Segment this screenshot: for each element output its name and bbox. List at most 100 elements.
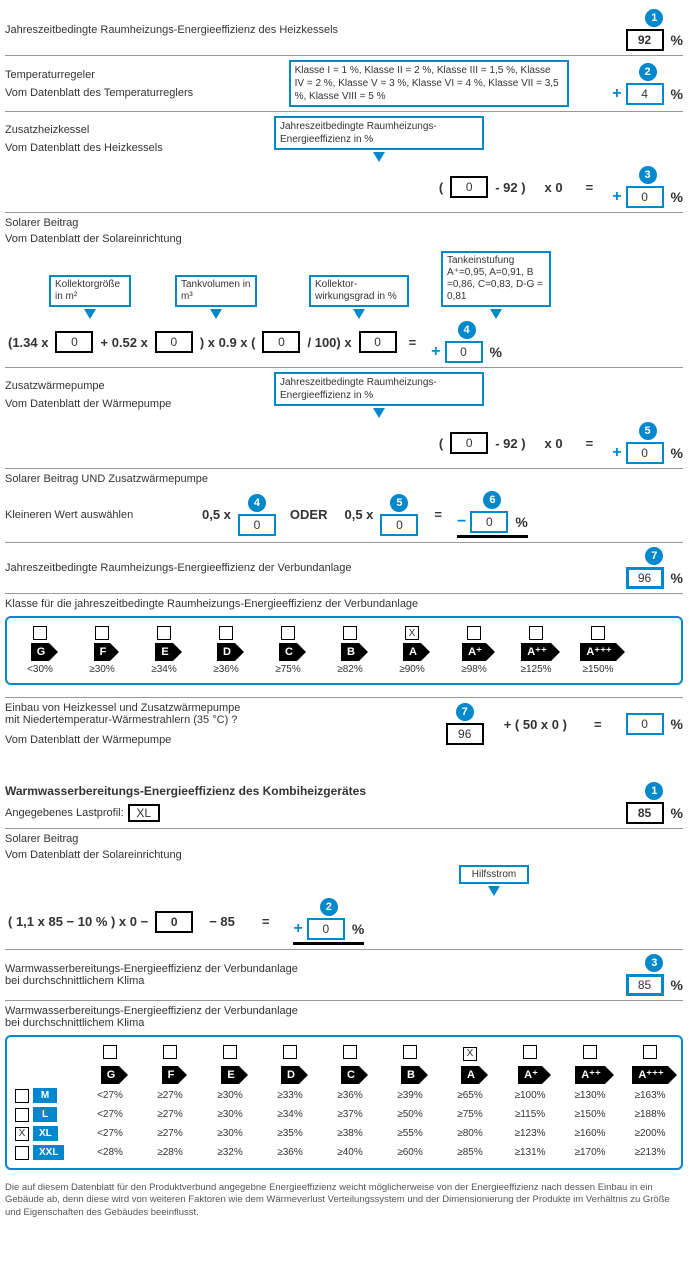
checkbox[interactable] [223, 1045, 237, 1059]
arrow-down-icon [353, 309, 365, 319]
s4-out[interactable]: 0 [445, 341, 483, 363]
checkbox[interactable] [403, 1045, 417, 1059]
checkbox[interactable] [583, 1045, 597, 1059]
badge-ww-2: 2 [320, 898, 338, 916]
class-threshold: ≥90% [399, 664, 425, 675]
badge-ww-1: 1 [645, 782, 663, 800]
s9-in[interactable]: 96 [446, 723, 484, 745]
s9-out[interactable]: 0 [626, 713, 664, 735]
efficiency-arrow-icon: C [279, 643, 297, 661]
eq: = [586, 436, 594, 451]
class-checkbox[interactable]: X [405, 626, 419, 640]
class-checkbox[interactable] [343, 626, 357, 640]
pct: % [515, 514, 527, 530]
ww-cell: ≥37% [325, 1109, 375, 1120]
s11-post: − 85 [209, 914, 235, 929]
class-checkbox[interactable] [467, 626, 481, 640]
arrow-down-icon [210, 309, 222, 319]
s2-info: Klasse I = 1 %, Klasse II = 2 %, Klasse … [289, 60, 569, 107]
size-badge: L [33, 1107, 57, 1122]
checkbox[interactable] [343, 1045, 357, 1059]
checkbox[interactable] [523, 1045, 537, 1059]
checkbox[interactable] [163, 1045, 177, 1059]
s2-result: 2 + 4 % [612, 63, 683, 105]
size-checkbox[interactable] [15, 1089, 29, 1103]
ww-col-class: E [205, 1066, 255, 1084]
s11-out[interactable]: 0 [307, 918, 345, 940]
pct: % [490, 344, 502, 360]
eq: = [262, 914, 270, 929]
ww-cell: <27% [85, 1090, 135, 1101]
size-checkbox[interactable]: X [15, 1127, 29, 1141]
badge-4: 4 [458, 321, 476, 339]
ww-cell: ≥27% [145, 1109, 195, 1120]
s5-mult: x 0 [545, 436, 563, 451]
class-checkbox[interactable] [95, 626, 109, 640]
efficiency-arrow-icon: C [341, 1066, 359, 1084]
class-checkbox[interactable] [591, 626, 605, 640]
size-badge: XXL [33, 1145, 64, 1160]
badge-5-ref: 5 [390, 494, 408, 512]
size-checkbox[interactable] [15, 1108, 29, 1122]
arrow-down-icon [84, 309, 96, 319]
s11-sub: Vom Datenblatt der Solareinrichtung [5, 849, 683, 861]
class-checkbox[interactable] [219, 626, 233, 640]
s4-h4: Tankeinstufung A⁺=0,95, A=0,91, B =0,86,… [441, 251, 551, 307]
s2-value[interactable]: 4 [626, 83, 664, 105]
ww-col-checkbox [265, 1045, 315, 1062]
s4-mid1: + 0.52 x [100, 335, 147, 350]
s12-l2: bei durchschnittlichem Klima [5, 975, 298, 987]
s7-value[interactable]: 96 [626, 567, 664, 589]
s4-pre1: (1.34 x [8, 335, 48, 350]
s3-in[interactable]: 0 [450, 176, 488, 198]
section-ww-eff: Warmwasserbereitungs-Energieeffizienz de… [5, 778, 683, 829]
ww-col-checkbox [565, 1045, 615, 1062]
s12-value[interactable]: 85 [626, 974, 664, 996]
efficiency-arrow-icon: D [217, 643, 235, 661]
checkbox[interactable] [643, 1045, 657, 1059]
s6-v2[interactable]: 0 [380, 514, 418, 536]
eq: = [409, 335, 417, 350]
s4-v4[interactable]: 0 [359, 331, 397, 353]
arrow-down-icon [490, 309, 502, 319]
efficiency-arrow-icon: B [401, 1066, 419, 1084]
s10-profile[interactable]: XL [128, 804, 160, 822]
s5-in[interactable]: 0 [450, 432, 488, 454]
ww-cell: ≥60% [385, 1147, 435, 1158]
s10-value[interactable]: 85 [626, 802, 664, 824]
checkbox[interactable]: X [463, 1047, 477, 1061]
checkbox[interactable] [283, 1045, 297, 1059]
ww-cell: ≥40% [325, 1147, 375, 1158]
s4-v3[interactable]: 0 [262, 331, 300, 353]
s6-lbl1: 0,5 x [202, 507, 231, 522]
s3-out[interactable]: 0 [626, 186, 664, 208]
s4-v1[interactable]: 0 [55, 331, 93, 353]
s11-v[interactable]: 0 [155, 911, 193, 933]
s1-value[interactable]: 92 [626, 29, 664, 51]
s3-sub: Vom Datenblatt des Heizkessels [5, 142, 225, 154]
s4-v2[interactable]: 0 [155, 331, 193, 353]
pct: % [671, 805, 683, 821]
class-checkbox[interactable] [281, 626, 295, 640]
s6-v1[interactable]: 0 [238, 514, 276, 536]
badge-6: 6 [483, 491, 501, 509]
s6-out[interactable]: 0 [470, 511, 508, 533]
checkbox[interactable] [103, 1045, 117, 1059]
ww-cell: ≥30% [205, 1109, 255, 1120]
class-threshold: <30% [27, 664, 53, 675]
ww-col-class: D [265, 1066, 315, 1084]
ww-row-lead: L [15, 1107, 75, 1122]
ww-cell: ≥170% [565, 1147, 615, 1158]
class-checkbox[interactable] [33, 626, 47, 640]
ww-cell: ≥160% [565, 1128, 615, 1139]
class-checkbox[interactable] [529, 626, 543, 640]
size-checkbox[interactable] [15, 1146, 29, 1160]
plus-icon: + [612, 188, 621, 206]
minus-icon: − [457, 513, 466, 531]
s13-l1: Warmwasserbereitungs-Energieeffizienz de… [5, 1005, 683, 1017]
class-checkbox[interactable] [157, 626, 171, 640]
ww-cell: ≥33% [265, 1090, 315, 1101]
efficiency-arrow-icon: G [31, 643, 50, 661]
s5-out[interactable]: 0 [626, 442, 664, 464]
ww-cell: ≥27% [145, 1090, 195, 1101]
